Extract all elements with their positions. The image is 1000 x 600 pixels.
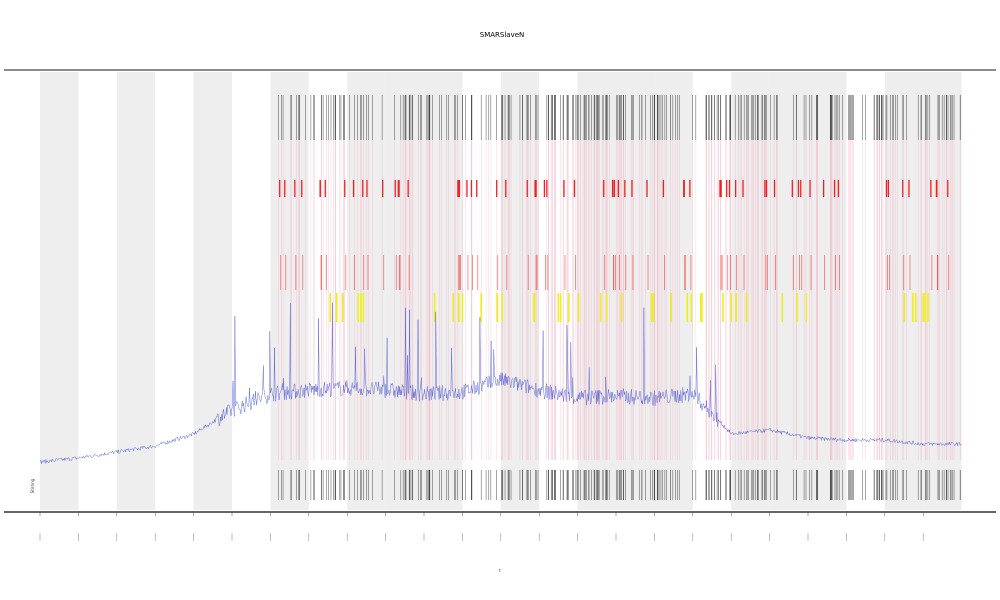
series-polyline (39, 302, 963, 464)
shaded-band (193, 72, 232, 510)
shaded-band (769, 72, 808, 510)
shaded-band (40, 72, 79, 510)
shaded-band (347, 72, 386, 510)
chart-title-visible: SMARSlaveN (480, 31, 525, 39)
shaded-band (654, 72, 693, 510)
shaded-band (808, 72, 847, 510)
shaded-band (270, 72, 309, 510)
x-ticks (39, 512, 924, 541)
shaded-band (116, 72, 156, 510)
series-line (39, 302, 963, 464)
shaded-band (577, 72, 616, 510)
shaded-bands (40, 72, 962, 510)
event-markers (278, 95, 961, 500)
series-annotation: Stirring (30, 478, 35, 493)
shaded-band (424, 72, 463, 510)
shaded-band (731, 72, 770, 510)
shaded-band (616, 72, 655, 510)
shaded-band (385, 72, 424, 510)
x-axis-label: t (499, 568, 501, 573)
shaded-band (923, 72, 962, 510)
shaded-band (884, 72, 924, 510)
